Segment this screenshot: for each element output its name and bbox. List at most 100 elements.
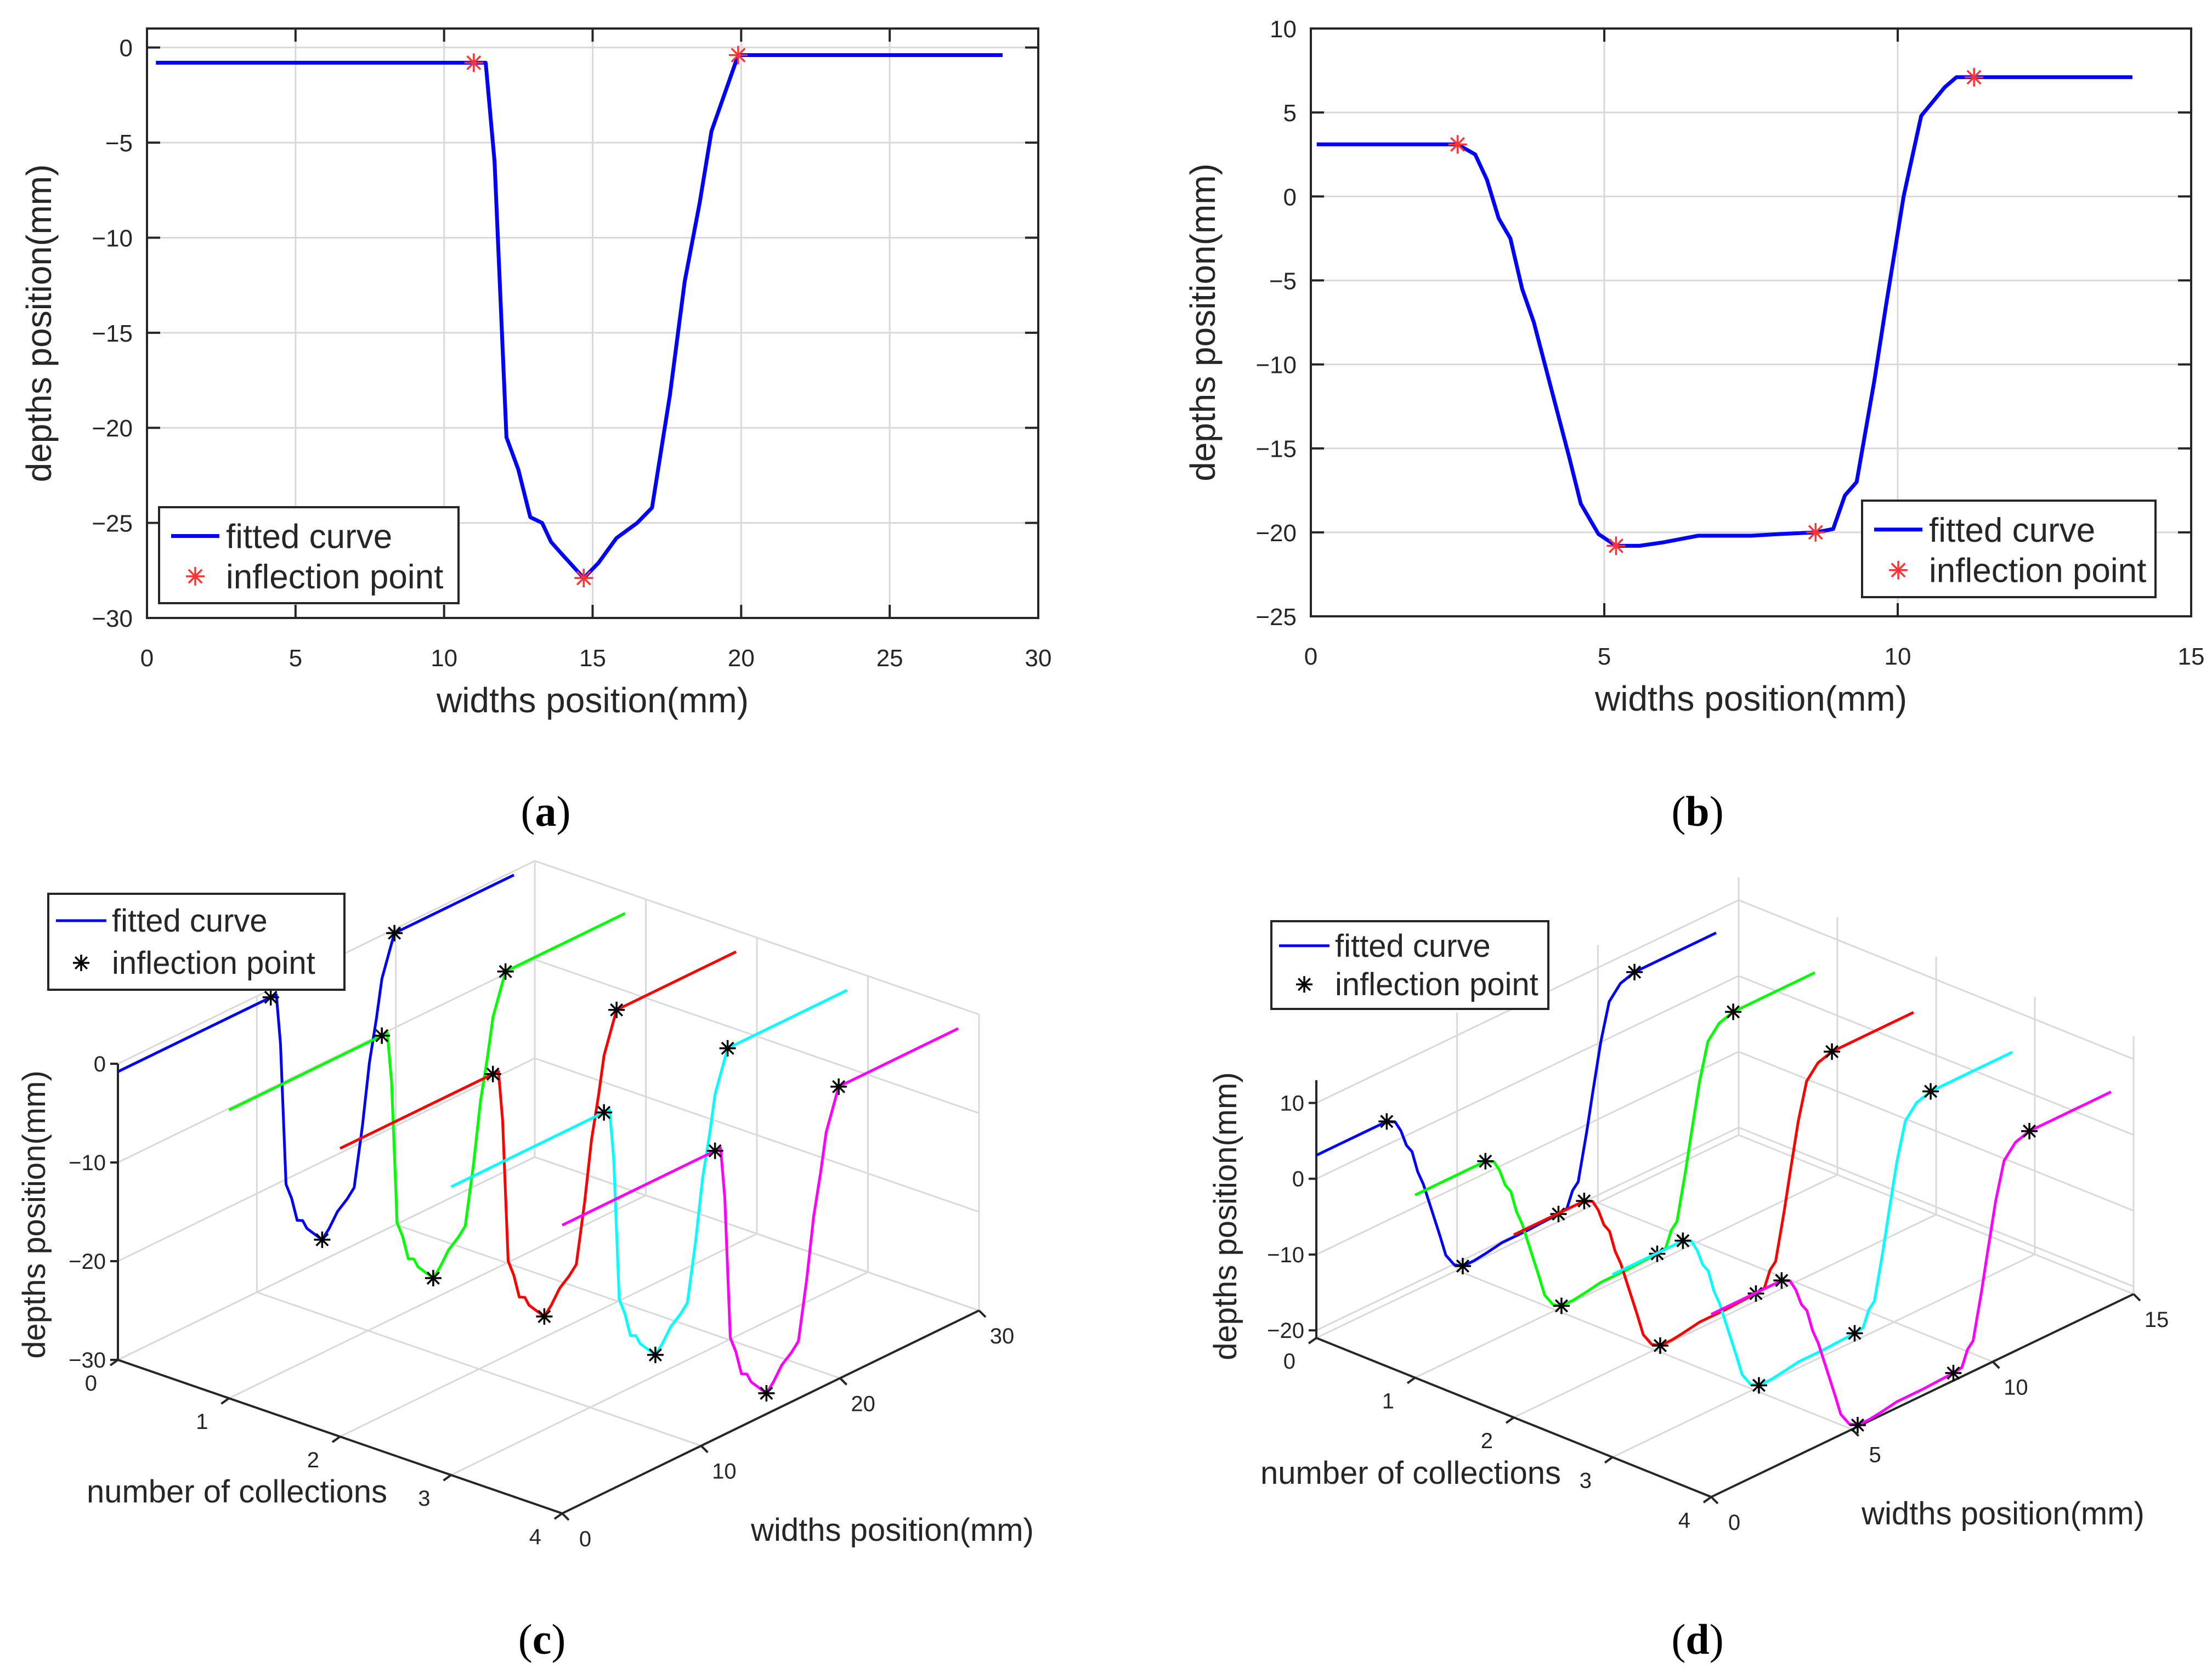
panel-label-c: (c) (518, 1615, 566, 1663)
fitted-curve-green (1414, 971, 1815, 1307)
plot-frame-b (1310, 27, 2192, 617)
collections-tick (1505, 1416, 1515, 1424)
legend-label: fitted curve (1929, 512, 2095, 549)
y-tick-label: −10 (1255, 352, 1297, 379)
x-tick-label: 0 (1304, 643, 1317, 670)
inflection-point-marker (1448, 135, 1467, 154)
y-tick-label: −15 (92, 320, 133, 347)
legend-marker-swatch (73, 955, 89, 971)
inflection-point-marker (1626, 963, 1643, 980)
legend-label: fitted curve (112, 903, 268, 939)
collections-tick (1604, 1456, 1614, 1464)
inflection-point-marker (830, 1078, 847, 1095)
inflection-point-marker (1846, 1325, 1863, 1342)
inflection-point-marker (574, 569, 593, 588)
collections-tick-label: 3 (418, 1487, 430, 1511)
collections-axis-label: number of collections (87, 1474, 387, 1510)
inflection-point-marker (719, 1040, 736, 1057)
y-tick-label: −5 (1269, 268, 1297, 294)
back-wall-gridline (1316, 975, 1739, 1180)
legend-marker-swatch (186, 567, 205, 586)
widths-axis-line (562, 1309, 980, 1514)
fitted-curve-line (1316, 75, 2132, 548)
z-axis-label: depths position(mm) (16, 1070, 52, 1358)
side-wall-gridline (1738, 899, 2134, 1060)
legend-label: inflection point (1929, 552, 2146, 590)
collections-tick (1702, 1496, 1712, 1504)
widths-tick (1710, 1496, 1719, 1505)
floor-gridline (1457, 1269, 1853, 1431)
floor-gridline (1738, 1134, 2134, 1295)
widths-axis-line (1711, 1293, 2134, 1498)
inflection-point-marker (1824, 1043, 1841, 1060)
legend-label: inflection point (112, 945, 315, 981)
inflection-point-marker (464, 53, 483, 72)
legend-label: inflection point (1335, 967, 1538, 1002)
x-axis-label: widths position(mm) (436, 680, 749, 720)
inflection-point-marker (608, 1001, 625, 1018)
z-axis-label: depths position(mm) (1208, 1072, 1243, 1360)
legend-label: inflection point (226, 558, 443, 596)
collections-tick (443, 1474, 452, 1482)
legend-marker-swatch (1889, 560, 1908, 580)
inflection-point-marker (1576, 1193, 1593, 1210)
x-tick-label: 5 (1598, 643, 1611, 670)
y-tick-label: 0 (120, 35, 133, 62)
floor-gridline (1597, 1201, 1993, 1363)
widths-axis-label: widths position(mm) (1861, 1496, 2145, 1531)
widths-tick-label: 5 (1869, 1443, 1881, 1467)
ticks-b (1310, 27, 2192, 617)
y-tick-label: −10 (92, 225, 133, 252)
inflection-point-marker (374, 1027, 391, 1044)
x-tick-label: 0 (140, 645, 154, 672)
floor-gridline (450, 1271, 869, 1476)
y-tick-label: −30 (92, 605, 133, 632)
widths-tick-label: 10 (712, 1460, 737, 1484)
x-tick-label: 30 (1025, 645, 1052, 672)
back-wall-gridline (117, 1057, 535, 1262)
side-wall-gridline (534, 958, 980, 1114)
collections-tick-label: 3 (1580, 1469, 1592, 1493)
fitted-curve-magenta (1710, 1091, 2112, 1427)
panel-label-a: (a) (521, 787, 571, 835)
inflection-point-marker (706, 1142, 723, 1159)
inflection-point-marker (497, 963, 514, 980)
inflection-point-marker (1965, 67, 1984, 87)
back-wall-gridline (117, 958, 535, 1164)
x-tick-label: 10 (431, 645, 457, 672)
y-axis-label: depths position(mm) (19, 165, 59, 483)
inflection-point-marker (262, 989, 279, 1006)
legend-box (47, 893, 346, 991)
widths-tick-label: 0 (1728, 1511, 1740, 1535)
legend-box (1270, 920, 1549, 1010)
back-wall-gridline (1316, 1051, 1739, 1256)
collections-tick (1308, 1337, 1317, 1345)
side-wall-gridline (1738, 975, 2134, 1136)
x-axis-label: widths position(mm) (1594, 679, 1907, 718)
inflection-point-marker (314, 1231, 331, 1248)
inflection-point-marker (1553, 1297, 1570, 1314)
collections-tick (553, 1512, 563, 1520)
floor-gridline (117, 1156, 535, 1361)
collections-tick-label: 1 (1382, 1389, 1394, 1414)
inflection-point-marker (647, 1346, 664, 1363)
floor-gridline (395, 1223, 841, 1379)
x-tick-label: 15 (579, 645, 606, 672)
widths-tick-label: 30 (990, 1324, 1015, 1348)
widths-tick-label: 20 (851, 1392, 875, 1416)
inflection-point-marker (1454, 1257, 1471, 1274)
inflection-point-marker (386, 924, 403, 941)
side-wall-gridline (534, 860, 980, 1016)
y-tick-label: 0 (1283, 184, 1297, 211)
x-tick-label: 20 (728, 645, 755, 672)
side-wall-gridline (1738, 1051, 2134, 1212)
y-tick-label: −5 (105, 130, 133, 157)
z-tick-label: −10 (69, 1151, 106, 1175)
legend-box (158, 506, 460, 604)
inflection-point-marker (1477, 1153, 1494, 1170)
inflection-point-marker (758, 1385, 775, 1402)
widths-tick (1992, 1360, 2000, 1369)
